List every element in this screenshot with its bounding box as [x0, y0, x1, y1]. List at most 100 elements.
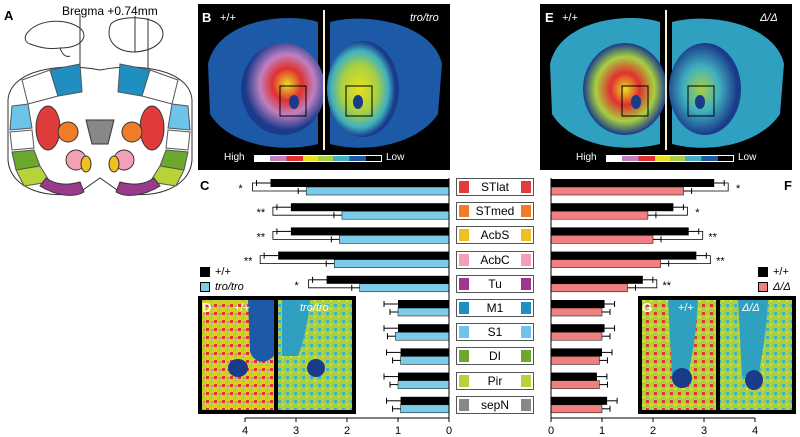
region-swatch	[459, 350, 469, 363]
bar-left-wt	[400, 348, 449, 357]
bar-left-tro	[305, 186, 450, 196]
zoom-image-d	[198, 296, 356, 414]
genotype-wt-e: +/+	[562, 12, 578, 24]
region-label-text: AcbC	[480, 252, 510, 267]
region-swatch	[459, 374, 469, 387]
bar-right-delta	[550, 380, 600, 389]
sig-right-tu: **	[663, 280, 672, 292]
tick-label-left-4: 4	[242, 425, 248, 437]
sig-bracket-right	[691, 182, 729, 192]
brain-image-b	[198, 4, 450, 170]
region-label-text: STmed	[475, 204, 515, 219]
region-label-text: S1	[487, 325, 503, 340]
region-label-s1: S1	[456, 323, 534, 342]
scale-high-b: High	[224, 152, 245, 163]
bar-left-tro	[400, 404, 450, 414]
region-swatch	[521, 277, 531, 290]
brain-image-e	[540, 4, 792, 170]
sig-left-acbc: **	[244, 256, 253, 268]
region-label-text: AcbS	[480, 228, 510, 243]
sig-right-stlat: *	[736, 183, 741, 195]
bar-left-tro	[359, 283, 450, 293]
region-swatch	[521, 253, 531, 266]
tick-label-right-2: 2	[650, 425, 656, 437]
sig-right-acbs: **	[708, 231, 717, 243]
legend-left-tro-label: tro/tro	[215, 281, 244, 293]
sig-right-acbc: **	[716, 256, 725, 268]
intensity-scale-e	[606, 155, 734, 162]
region-swatch	[459, 253, 469, 266]
legend-left-wt: +/+	[200, 266, 231, 278]
region-swatch	[459, 326, 469, 339]
zoom-image-g	[638, 296, 796, 414]
tick-label-left-2: 2	[344, 425, 350, 437]
genotype-tro-b: tro/tro	[410, 12, 439, 24]
region-label-acbs: AcbS	[456, 226, 534, 245]
legend-left-tro: tro/tro	[200, 281, 244, 293]
bar-left-wt	[326, 275, 449, 284]
tick-label-right-1: 1	[599, 425, 605, 437]
bar-right-wt	[551, 251, 697, 260]
bar-right-delta	[550, 283, 628, 293]
sig-bracket-left	[272, 206, 334, 216]
region-swatch	[521, 229, 531, 242]
sig-left-acbs: **	[257, 231, 266, 243]
region-swatch	[459, 181, 469, 193]
bar-left-tro	[395, 331, 450, 341]
bar-left-tro	[334, 259, 450, 268]
region-swatch	[459, 302, 469, 314]
sig-bracket-right	[655, 206, 688, 216]
bar-right-delta	[550, 210, 649, 220]
bar-right-wt	[551, 324, 605, 333]
panel-label-a: A	[4, 8, 14, 23]
bar-left-wt	[278, 251, 449, 260]
bar-right-wt	[551, 372, 597, 381]
panel-label-b: B	[202, 10, 212, 25]
bar-right-delta	[550, 235, 654, 244]
bar-right-wt	[551, 396, 608, 405]
tick-label-right-3: 3	[701, 425, 707, 437]
sig-left-stlat: *	[238, 183, 243, 195]
bar-right-delta	[550, 404, 603, 414]
sig-bracket-left	[259, 255, 327, 264]
bar-right-delta	[550, 259, 661, 268]
genotype-delta-e: Δ/Δ	[760, 12, 778, 24]
region-swatch	[521, 326, 531, 339]
region-swatch	[521, 374, 531, 387]
region-label-acbc: AcbC	[456, 250, 534, 269]
bar-right-wt	[551, 227, 689, 236]
region-swatch	[459, 205, 469, 218]
coronal-schematic	[7, 14, 193, 196]
region-label-text: sepN	[480, 397, 509, 412]
tick-label-left-1: 1	[395, 425, 401, 437]
panel-label-g: G	[642, 300, 653, 315]
bar-left-wt	[290, 227, 449, 236]
bar-left-tro	[400, 356, 450, 365]
bar-right-wt	[551, 300, 605, 308]
bar-right-wt	[551, 348, 602, 357]
region-swatch	[459, 277, 469, 290]
scale-high-e: High	[576, 152, 597, 163]
bar-right-wt	[551, 275, 643, 284]
legend-right-wt-label: +/+	[773, 266, 789, 278]
region-swatch	[521, 205, 531, 218]
scale-low-e: Low	[738, 152, 757, 163]
legend-swatch-delta	[758, 282, 768, 292]
legend-swatch-wt	[200, 267, 210, 277]
legend-left-wt-label: +/+	[215, 266, 231, 278]
region-swatch	[459, 398, 469, 411]
bar-right-delta	[550, 307, 603, 317]
tick-label-left-0: 0	[446, 425, 452, 437]
legend-right-delta-label: Δ/Δ	[773, 281, 791, 293]
bar-right-delta	[550, 356, 600, 365]
region-swatch	[521, 302, 531, 314]
region-swatch	[521, 398, 531, 411]
region-label-tu: Tu	[456, 274, 534, 293]
region-label-sepn: sepN	[456, 395, 534, 414]
genotype-tro-d: tro/tro	[300, 302, 329, 314]
sig-bracket-right	[661, 231, 704, 240]
panel-label-d: D	[202, 300, 212, 315]
bar-right-delta	[550, 331, 603, 341]
region-label-text: STlat	[480, 180, 509, 194]
